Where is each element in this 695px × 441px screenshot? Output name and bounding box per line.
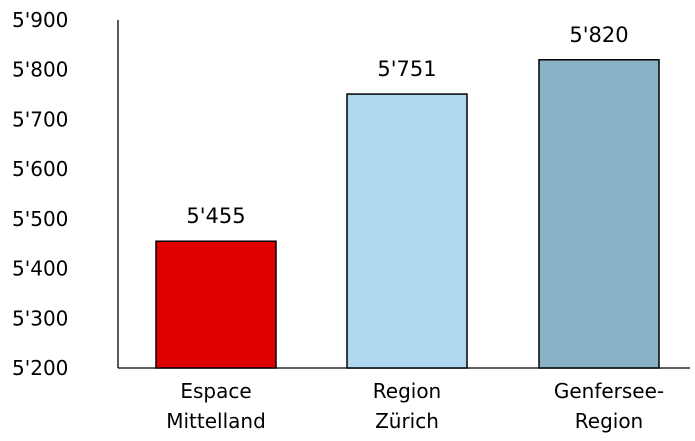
y-tick-label: 5'700 xyxy=(12,107,68,131)
category-label: Genfersee- xyxy=(554,379,664,403)
bar-layer xyxy=(155,59,660,369)
y-tick-label: 5'900 xyxy=(12,8,68,32)
y-tick-label: 5'600 xyxy=(12,157,68,181)
data-label: 5'751 xyxy=(377,57,436,81)
y-tick-label: 5'300 xyxy=(12,306,68,330)
data-label: 5'455 xyxy=(186,204,245,228)
y-tick-label: 5'500 xyxy=(12,207,68,231)
category-label: Region xyxy=(575,409,643,433)
category-label: Espace xyxy=(180,379,251,403)
category-label: Mittelland xyxy=(166,409,266,433)
y-tick-label: 5'800 xyxy=(12,58,68,82)
bar xyxy=(155,240,277,369)
bar xyxy=(346,93,468,369)
data-label: 5'820 xyxy=(569,23,628,47)
label-layer: 5'200 5'300 5'400 5'500 5'600 5'700 5'800 5'900… xyxy=(12,8,664,433)
category-label: Region xyxy=(373,379,441,403)
bar xyxy=(538,59,660,369)
y-tick-label: 5'400 xyxy=(12,257,68,281)
y-tick-label: 5'200 xyxy=(12,356,68,380)
category-label: Zürich xyxy=(375,409,439,433)
